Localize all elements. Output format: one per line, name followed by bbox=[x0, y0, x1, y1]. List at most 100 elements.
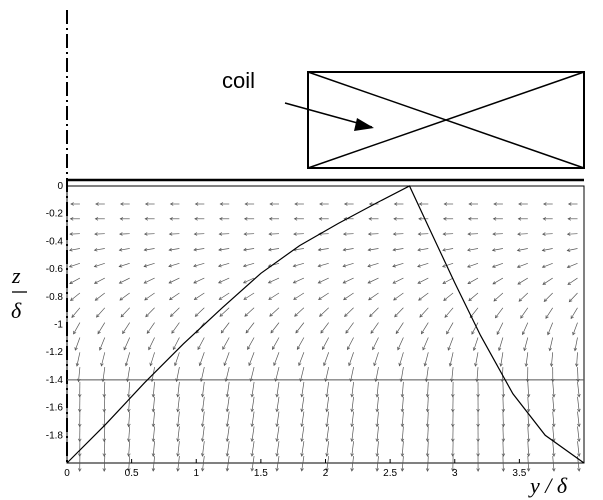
field-arrow bbox=[472, 337, 479, 352]
field-arrow bbox=[566, 232, 578, 236]
field-arrow bbox=[318, 292, 329, 301]
field-arrow bbox=[176, 396, 180, 413]
field-arrow bbox=[102, 441, 107, 457]
field-arrow bbox=[425, 456, 430, 472]
field-arrow bbox=[300, 456, 305, 472]
field-arrow bbox=[577, 441, 581, 457]
field-arrow bbox=[68, 248, 80, 252]
field-arrow bbox=[300, 441, 305, 457]
field-arrow bbox=[325, 396, 330, 413]
axis-ticks: 0 0.5 1 1.5 2 2.5 3 3.5 0 -0.2 -0.4 -0.6 -0.8 -1 -1.2 -… bbox=[46, 181, 527, 479]
field-arrow bbox=[317, 247, 329, 252]
field-arrow bbox=[144, 292, 155, 301]
field-arrow bbox=[127, 426, 131, 443]
field-arrow bbox=[144, 217, 155, 221]
field-arrow bbox=[400, 396, 405, 413]
field-arrow bbox=[69, 217, 80, 221]
field-arrow bbox=[267, 247, 280, 252]
field-arrow bbox=[143, 248, 155, 252]
field-arrow bbox=[425, 441, 430, 457]
field-arrow bbox=[200, 426, 205, 443]
field-arrow bbox=[218, 232, 230, 236]
field-arrow bbox=[526, 456, 531, 472]
field-arrow bbox=[102, 456, 107, 472]
field-arrow bbox=[471, 322, 479, 335]
field-arrow bbox=[541, 248, 553, 252]
field-arrow bbox=[425, 411, 430, 428]
field-arrow bbox=[501, 411, 506, 428]
field-arrow bbox=[268, 217, 279, 221]
field-arrow bbox=[417, 232, 429, 236]
x-tick-label: 2 bbox=[323, 468, 329, 479]
field-arrow bbox=[122, 322, 130, 335]
field-arrow bbox=[345, 322, 354, 334]
field-arrow bbox=[342, 232, 354, 236]
field-arrow bbox=[422, 337, 429, 351]
field-arrow bbox=[100, 352, 106, 367]
field-arrow bbox=[370, 322, 379, 334]
field-arrow bbox=[323, 352, 330, 367]
field-arrow bbox=[518, 202, 528, 206]
field-arrow bbox=[319, 307, 329, 317]
field-arrow bbox=[194, 217, 205, 221]
field-arrow bbox=[501, 441, 506, 457]
field-arrow bbox=[144, 202, 155, 206]
field-arrow bbox=[275, 396, 280, 413]
field-arrow bbox=[566, 248, 578, 252]
field-arrow bbox=[368, 292, 379, 301]
field-arrow bbox=[375, 426, 379, 443]
field-arrow bbox=[198, 352, 205, 367]
field-arrow bbox=[367, 248, 379, 252]
y-tick-label: -0.4 bbox=[46, 236, 64, 247]
field-arrow bbox=[151, 381, 156, 398]
field-arrow bbox=[369, 307, 379, 318]
field-arrow bbox=[397, 337, 404, 351]
field-arrow bbox=[73, 322, 81, 335]
field-arrow bbox=[501, 426, 506, 443]
field-arrow bbox=[243, 247, 255, 252]
field-arrow bbox=[444, 307, 454, 318]
field-arrow bbox=[367, 277, 379, 284]
field-arrow bbox=[501, 381, 506, 398]
field-arrow bbox=[69, 277, 81, 284]
field-arrow bbox=[118, 277, 130, 284]
field-arrow bbox=[442, 232, 454, 236]
field-arrow bbox=[350, 411, 354, 428]
field-arrow bbox=[77, 381, 82, 398]
field-arrow bbox=[542, 232, 553, 236]
field-arrow bbox=[97, 322, 106, 335]
field-arrow bbox=[491, 262, 504, 268]
field-arrow bbox=[250, 441, 255, 457]
field-arrow bbox=[442, 277, 454, 284]
field-arrow bbox=[367, 262, 379, 268]
field-arrow bbox=[400, 456, 405, 472]
field-arrow bbox=[93, 262, 105, 268]
field-arrow bbox=[394, 307, 404, 318]
field-arrow bbox=[518, 292, 529, 302]
x-tick-label: 3.5 bbox=[512, 468, 526, 479]
field-arrow bbox=[102, 396, 107, 413]
field-arrow bbox=[194, 307, 205, 317]
field-arrow bbox=[222, 337, 230, 350]
field-arrow bbox=[375, 396, 379, 413]
field-arrow bbox=[443, 292, 454, 301]
field-arrow bbox=[176, 381, 180, 398]
field-arrow bbox=[119, 217, 130, 221]
field-arrow bbox=[300, 426, 305, 443]
field-arrow bbox=[77, 396, 82, 413]
field-arrow bbox=[418, 202, 429, 206]
field-arrow bbox=[267, 277, 280, 284]
field-arrow bbox=[375, 411, 379, 428]
field-arrow bbox=[149, 352, 155, 367]
field-arrow bbox=[400, 441, 405, 457]
field-arrow bbox=[218, 262, 230, 268]
field-arrow bbox=[573, 337, 578, 352]
field-arrow bbox=[145, 307, 155, 318]
y-tick-label: -1 bbox=[54, 320, 63, 331]
field-arrow bbox=[143, 277, 155, 284]
field-arrow bbox=[223, 352, 230, 367]
field-arrow bbox=[74, 337, 81, 351]
field-arrow bbox=[350, 426, 354, 443]
field-arrow bbox=[295, 322, 305, 334]
field-arrow bbox=[242, 277, 255, 284]
